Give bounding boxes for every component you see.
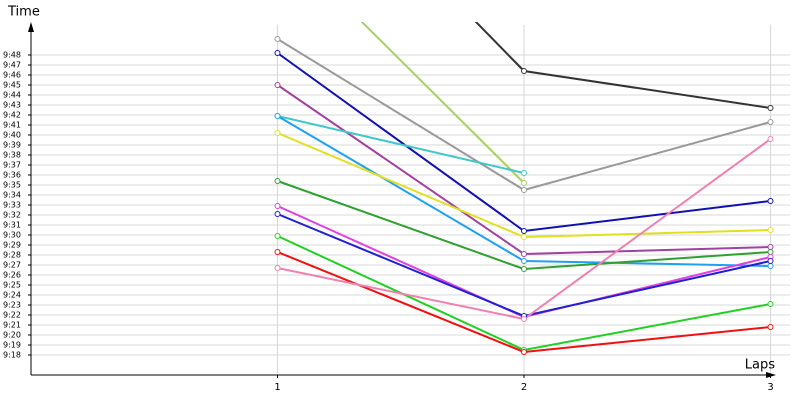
y-tick-label: 9:35: [3, 181, 21, 190]
point: [274, 113, 281, 119]
series-line: [277, 115, 525, 174]
y-tick-label: 9:40: [3, 131, 21, 140]
point: [521, 258, 527, 264]
y-tick-label: 9:20: [3, 331, 21, 340]
y-tick-label: 9:26: [3, 271, 21, 280]
y-tick-label: 9:34: [3, 191, 21, 200]
x-axis-label: Laps: [745, 358, 775, 373]
point: [521, 228, 527, 234]
x-tick-label: 2: [521, 382, 527, 393]
point: [274, 130, 281, 136]
point: [521, 187, 527, 193]
point: [274, 50, 281, 56]
point: [274, 178, 281, 184]
point: [274, 249, 281, 255]
y-tick-label: 9:27: [3, 261, 21, 270]
y-tick-label: 9:38: [3, 151, 21, 160]
point: [767, 258, 774, 264]
y-tick-label: 9:22: [3, 311, 21, 320]
y-tick-label: 9:44: [3, 91, 21, 100]
y-tick-label: 9:25: [3, 281, 21, 290]
point: [274, 36, 281, 42]
y-tick-label: 9:21: [3, 321, 21, 330]
point: [274, 233, 281, 239]
y-tick-label: 9:31: [3, 221, 21, 230]
y-tick-label: 9:29: [3, 241, 21, 250]
y-tick-label: 9:37: [3, 161, 21, 170]
y-tick-label: 9:41: [3, 121, 21, 130]
point: [521, 68, 527, 74]
y-axis-arrow: [28, 22, 34, 32]
y-tick-label: 9:32: [3, 211, 21, 220]
x-axis-arrow: [766, 372, 776, 378]
point: [521, 234, 527, 240]
point: [521, 266, 527, 272]
y-tick-label: 9:36: [3, 171, 21, 180]
point: [767, 244, 774, 250]
point: [274, 265, 281, 271]
point: [767, 136, 774, 142]
y-tick-label: 9:30: [3, 231, 21, 240]
y-tick-label: 9:33: [3, 201, 21, 210]
point: [521, 251, 527, 257]
point: [521, 180, 527, 186]
y-tick-label: 9:46: [3, 71, 21, 80]
point: [521, 170, 527, 176]
y-tick-label: 9:24: [3, 291, 21, 300]
y-tick-label: 9:42: [3, 111, 21, 120]
y-tick-label: 9:45: [3, 81, 21, 90]
point: [274, 203, 281, 209]
point: [767, 227, 774, 233]
y-tick-label: 9:28: [3, 251, 21, 260]
point: [521, 316, 527, 322]
plot-area: [274, 22, 774, 355]
y-tick-label: 9:39: [3, 141, 21, 150]
series-line: [360, 22, 525, 184]
x-tick-label: 3: [767, 382, 773, 393]
point: [767, 301, 774, 307]
y-tick-label: 9:18: [3, 351, 21, 360]
y-tick-label: 9:48: [3, 51, 21, 60]
point: [274, 211, 281, 217]
y-axis-label: Time: [7, 5, 40, 20]
point: [767, 249, 774, 255]
y-tick-label: 9:23: [3, 301, 21, 310]
point: [767, 105, 774, 111]
grid: [28, 25, 790, 378]
point: [274, 82, 281, 88]
point: [767, 263, 774, 269]
point: [767, 198, 774, 204]
y-tick-label: 9:47: [3, 61, 21, 70]
x-tick-label: 1: [274, 382, 280, 393]
point: [767, 119, 774, 125]
point: [767, 324, 774, 330]
y-tick-label: 9:19: [3, 341, 21, 350]
point: [521, 349, 527, 355]
y-tick-label: 9:43: [3, 101, 21, 110]
